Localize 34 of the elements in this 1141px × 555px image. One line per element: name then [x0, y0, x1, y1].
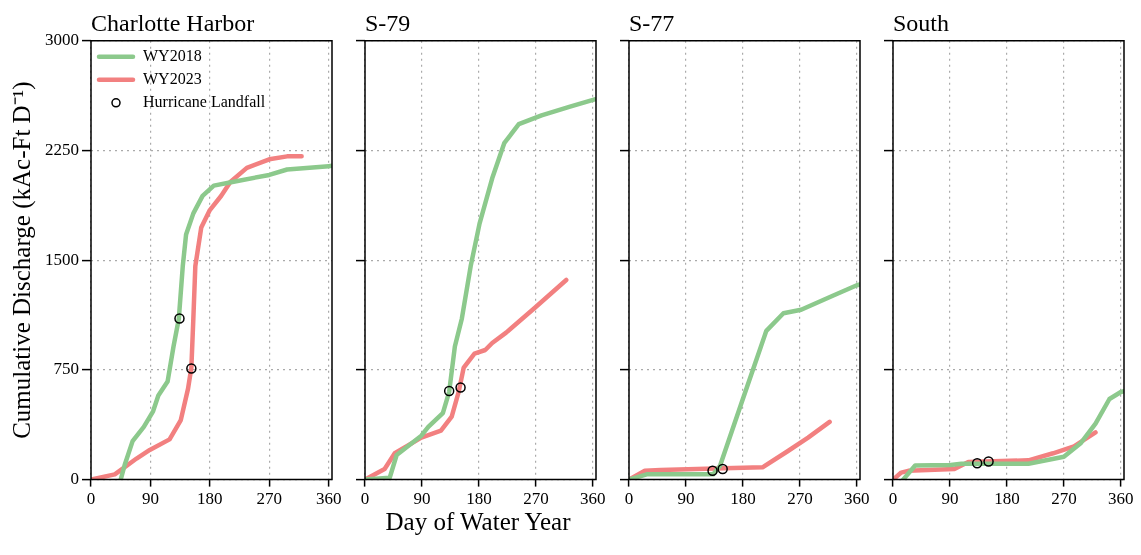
x-tick-label: 180 — [730, 489, 756, 509]
chart-title: S-79 — [365, 9, 411, 36]
x-tick-label: 0 — [360, 489, 370, 509]
y-tick-label: 1500 — [45, 249, 79, 269]
y-tick-label: 2250 — [45, 139, 79, 159]
x-tick-label: 90 — [677, 489, 695, 509]
chart-title: South — [893, 9, 950, 36]
x-tick-label: 270 — [1051, 489, 1077, 509]
x-tick-label: 180 — [466, 489, 492, 509]
x-tick-label: 90 — [941, 489, 959, 509]
x-tick-label: 0 — [624, 489, 634, 509]
x-tick-label: 90 — [413, 489, 431, 509]
x-tick-label: 360 — [315, 489, 342, 509]
y-tick-label: 3000 — [45, 30, 79, 50]
x-tick-label: 180 — [197, 489, 223, 509]
x-axis-title: Day of Water Year — [385, 508, 571, 535]
chart-title: S-77 — [629, 9, 675, 36]
legend-label: WY2023 — [143, 70, 202, 87]
x-tick-label: 90 — [141, 489, 159, 509]
legend-label: Hurricane Landfall — [143, 93, 266, 110]
x-tick-label: 360 — [580, 489, 606, 509]
x-tick-label: 270 — [256, 489, 283, 509]
x-tick-label: 270 — [523, 489, 549, 509]
x-tick-label: 270 — [787, 489, 813, 509]
y-tick-label: 0 — [70, 469, 79, 489]
x-tick-label: 180 — [994, 489, 1020, 509]
x-tick-label: 0 — [888, 489, 898, 509]
x-tick-label: 0 — [86, 489, 96, 509]
chart-title: Charlotte Harbor — [91, 9, 255, 36]
y-tick-label: 750 — [53, 359, 79, 379]
y-axis-title: Cumulative Discharge (kAc-Ft D⁻¹) — [7, 81, 36, 439]
legend-label: WY2018 — [143, 47, 202, 64]
x-tick-label: 360 — [1108, 489, 1134, 509]
x-tick-label: 360 — [844, 489, 870, 509]
